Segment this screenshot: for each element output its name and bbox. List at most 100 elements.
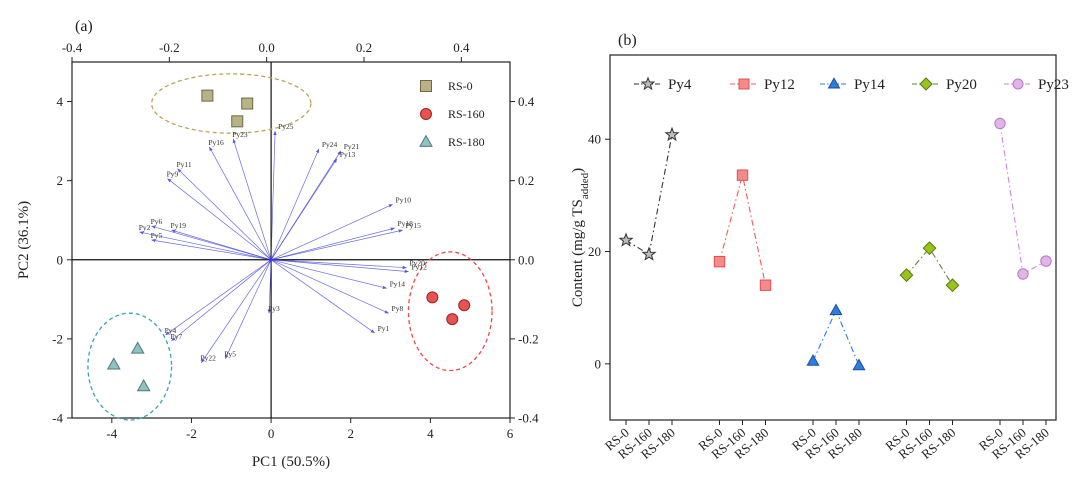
score-point [446, 313, 459, 326]
loading-label: Py25 [278, 122, 294, 131]
confidence-ellipse [407, 251, 493, 372]
loading-label: Py14 [390, 279, 406, 288]
right-y-tick-label: 0.4 [518, 94, 535, 109]
loading-vector [271, 229, 403, 261]
panel-a-x-axis-title: PC1 (50.5%) [252, 454, 330, 470]
legend-label: RS-180 [448, 135, 485, 149]
loading-label: Py3 [268, 304, 280, 313]
score-point [426, 291, 439, 304]
loading-vector [270, 130, 277, 260]
loading-vector [270, 259, 375, 334]
loading-vector [270, 204, 393, 261]
x-tick-label: 6 [507, 426, 514, 441]
loading-label: Py24 [322, 140, 338, 149]
loading-label: Py18 [398, 219, 414, 228]
panel-a-label: (a) [75, 18, 93, 35]
top-x-tick-label: -0.4 [62, 40, 83, 55]
loading-label: Py12 [411, 263, 427, 272]
panel-b-plot-frame [609, 54, 1057, 421]
right-y-tick-label: 0.2 [518, 173, 534, 188]
loading-label: Py13 [340, 150, 356, 159]
legend-marker [827, 77, 841, 89]
loading-vector [270, 158, 338, 260]
series-line [906, 247, 953, 286]
confidence-ellipse [87, 312, 173, 421]
y-tick-label: 40 [588, 132, 601, 147]
data-point [899, 268, 914, 283]
y-tick-label: 0 [595, 356, 602, 371]
data-point [736, 169, 749, 181]
panel-a-plot-frame [71, 61, 511, 419]
loading-label: Py5 [224, 350, 236, 359]
loading-vector [165, 259, 272, 336]
loading-label: Py16 [208, 138, 224, 147]
legend-label: RS-160 [448, 107, 485, 121]
panel-b-legend: Py4 Py12 Py14 Py20 Py23 [634, 76, 1069, 93]
loading-vector [201, 259, 272, 363]
loading-vector [267, 259, 272, 314]
loading-label: Py22 [200, 354, 216, 363]
confidence-ellipse [150, 73, 312, 134]
loading-label: Py9 [167, 170, 179, 179]
right-y-tick-label: 0.0 [518, 252, 534, 267]
legend-label: Py20 [946, 77, 977, 93]
top-x-tick-label: -0.2 [159, 40, 180, 55]
y-tick-label: 0 [57, 252, 64, 267]
loading-vector [209, 146, 272, 260]
series-line [625, 134, 673, 256]
loading-vector [139, 231, 272, 261]
loading-vector [224, 259, 272, 360]
loading-label: Py10 [396, 195, 412, 204]
panel-b-y-axis-title-main: Content (mg/g TS [570, 199, 586, 307]
score-point [231, 115, 244, 128]
x-tick-label: -4 [106, 426, 117, 441]
legend-marker [1012, 78, 1024, 90]
loading-vector [167, 178, 272, 261]
panel-b-series [618, 117, 1052, 371]
score-point [458, 299, 471, 312]
loading-label: Py7 [171, 332, 183, 341]
legend-marker [420, 108, 432, 120]
score-point [201, 89, 214, 102]
loading-label: Py23 [232, 130, 248, 139]
x-tick-label: -2 [186, 426, 197, 441]
loading-label: Py21 [344, 142, 360, 151]
loading-label: Py15 [405, 221, 421, 230]
panel-b-y-axis-title: Content (mg/g TSadded) [570, 168, 591, 307]
score-point [241, 97, 254, 110]
x-tick-label: 4 [427, 426, 434, 441]
legend-marker [420, 80, 432, 92]
legend-label: RS-0 [448, 79, 473, 93]
loading-label: Py4 [165, 326, 177, 335]
panel-b-y-axis-title-subscript: added [579, 172, 591, 199]
series-line [718, 175, 767, 286]
loading-label: Py8 [392, 304, 404, 313]
y-tick-label: 4 [57, 94, 64, 109]
score-point [136, 379, 151, 392]
data-point [1017, 268, 1029, 280]
loading-label: Py2 [139, 223, 151, 232]
loading-vector [270, 148, 320, 260]
panel-a-y-axis-title: PC2 (36.1%) [16, 201, 32, 279]
top-x-tick-label: 0.4 [453, 40, 470, 55]
loading-vector [271, 259, 409, 273]
loading-vector [171, 259, 272, 342]
loading-vector [271, 259, 387, 289]
legend-marker [919, 77, 933, 91]
data-point [641, 246, 657, 261]
data-point [829, 303, 843, 316]
data-point [994, 117, 1006, 130]
data-point [922, 241, 937, 256]
data-point [618, 232, 634, 247]
loading-label: Py19 [171, 221, 187, 230]
data-point [713, 255, 726, 268]
score-point [106, 357, 121, 370]
legend-label: Py23 [1038, 77, 1069, 93]
loading-label: Py1 [378, 324, 390, 333]
legend-label: Py4 [668, 77, 692, 93]
series-line [999, 123, 1047, 275]
data-point [945, 278, 960, 293]
panel-a-confidence-ellipses [87, 73, 493, 421]
